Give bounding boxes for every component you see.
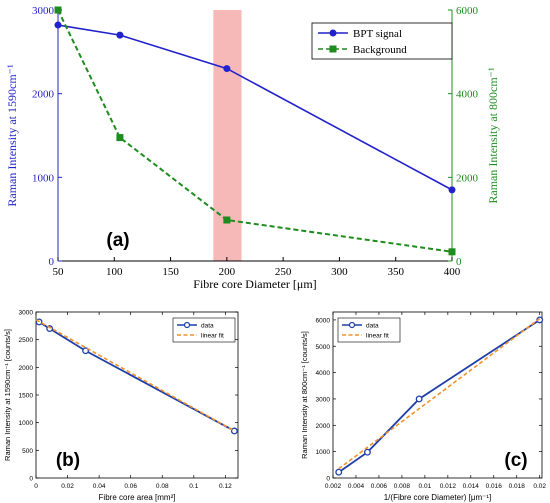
- y-tick-label: 6000: [316, 317, 331, 324]
- legend: data linear fit: [172, 317, 236, 343]
- x-tick-label: 100: [106, 266, 123, 278]
- data-point: [54, 6, 62, 14]
- x-tick-label: 0.006: [371, 483, 388, 490]
- x-tick-label: 0.016: [486, 483, 503, 490]
- y-tick-label: 0: [326, 476, 330, 483]
- x-tick-label: 300: [331, 266, 348, 278]
- data-point: [116, 31, 124, 39]
- x-tick-label: 0.014: [463, 483, 480, 490]
- y-tick-label: 2500: [19, 337, 34, 344]
- series-line-data: [338, 319, 541, 473]
- data-point: [364, 448, 371, 456]
- data-point: [415, 395, 423, 403]
- y-tick-label: 5000: [316, 344, 331, 351]
- y-left-tick-label: 0: [49, 256, 55, 268]
- legend: data linear fit: [337, 317, 401, 343]
- x-tick-label: 200: [219, 266, 236, 278]
- y-axis-right-label: Raman Intensity at 800cm⁻¹: [486, 67, 500, 204]
- legend-marker: [183, 321, 191, 329]
- chart-a: 50 100 150 200 250 300 350 40001000200030000200…: [5, 5, 500, 291]
- x-tick-label: 0.02: [533, 483, 546, 490]
- legend-box: [172, 317, 236, 343]
- x-axis-label: 1/(Fibre core Diameter) [μm⁻¹]: [384, 493, 492, 502]
- x-tick-label: 0.01: [419, 483, 432, 490]
- x-tick-label: 0.008: [394, 483, 411, 490]
- x-tick-label: 0.002: [325, 483, 342, 490]
- series-line-linear-fit: [35, 319, 235, 432]
- legend-label: data: [366, 323, 379, 330]
- y-tick-label: 0: [29, 476, 33, 483]
- x-tick-label: 50: [53, 266, 65, 278]
- series-line-linear-fit: [338, 317, 541, 470]
- x-tick-label: 0.012: [440, 483, 457, 490]
- series-line-bpt-signal: [57, 24, 453, 191]
- x-tick-label: 400: [444, 266, 461, 278]
- y-tick-label: 2000: [19, 365, 34, 372]
- y-left-tick-label: 1000: [32, 172, 55, 184]
- y-axis-label: Raman Intensity at 800cm⁻¹ [counts/s]: [300, 331, 309, 459]
- data-point: [223, 216, 231, 224]
- legend-label: Background: [353, 44, 407, 56]
- y-left-tick-label: 3000: [32, 5, 55, 17]
- legend-label: linear fit: [366, 333, 389, 340]
- y-left-tick-label: 2000: [32, 89, 55, 101]
- legend-marker: [348, 321, 356, 329]
- x-tick-label: 250: [275, 266, 292, 278]
- x-tick-label: 350: [387, 266, 404, 278]
- y-right-tick-label: 0: [456, 256, 462, 268]
- y-right-tick-label: 2000: [456, 172, 479, 184]
- y-tick-label: 1500: [19, 393, 34, 400]
- y-right-tick-label: 4000: [456, 89, 479, 101]
- data-point: [223, 65, 231, 73]
- data-point: [230, 427, 238, 435]
- data-point: [116, 134, 124, 142]
- panel-label-c: (c): [504, 450, 527, 471]
- x-tick-label: 0.004: [348, 483, 365, 490]
- legend-label: linear fit: [201, 333, 224, 340]
- y-tick-label: 2000: [316, 423, 331, 430]
- x-tick-label: 0.018: [509, 483, 526, 490]
- data-point: [82, 347, 90, 355]
- y-axis-label: Raman Intensity at 1590cm⁻¹ [counts/s]: [3, 329, 12, 461]
- x-tick-label: 0.04: [93, 483, 106, 490]
- y-tick-label: 3000: [316, 396, 331, 403]
- chart-b: 0 0.02 0.04 0.06 0.08 0.1 0.12 0 500 1000 1500 2000…: [3, 310, 239, 502]
- x-axis-label: Fibre core area [mm²]: [99, 493, 176, 502]
- panel-label-b: (b): [56, 450, 80, 471]
- chart-c: 0.002 0.004 0.006 0.008 0.01 0.012 0.014 0.016 0…: [300, 311, 546, 502]
- data-point: [335, 468, 343, 476]
- legend-box: [311, 22, 453, 60]
- data-point: [54, 21, 62, 29]
- y-tick-label: 1000: [316, 449, 331, 456]
- panel-label-a: (a): [106, 230, 129, 251]
- legend-label: data: [201, 323, 214, 330]
- series-line-background: [57, 9, 453, 253]
- legend-marker: [329, 29, 337, 37]
- x-axis-label: Fibre core Diameter [μm]: [193, 277, 316, 291]
- legend: BPT signal Background: [311, 22, 453, 60]
- y-tick-label: 1000: [19, 420, 34, 427]
- legend-label: BPT signal: [353, 28, 402, 40]
- x-tick-label: 0.06: [124, 483, 137, 490]
- y-tick-label: 4000: [316, 370, 331, 377]
- x-tick-label: 0.1: [189, 483, 198, 490]
- y-right-tick-label: 6000: [456, 5, 479, 17]
- y-tick-label: 3000: [19, 310, 34, 317]
- y-tick-label: 500: [22, 448, 33, 455]
- data-point: [448, 186, 456, 194]
- x-tick-label: 0: [34, 483, 38, 490]
- y-axis-left-label: Raman Intensity at 1590cm⁻¹: [5, 64, 19, 207]
- legend-box: [337, 317, 401, 343]
- x-tick-label: 0.02: [61, 483, 74, 490]
- x-tick-label: 150: [162, 266, 179, 278]
- x-tick-label: 0.12: [219, 483, 232, 490]
- x-tick-label: 0.08: [156, 483, 169, 490]
- data-point: [448, 248, 456, 256]
- legend-marker: [329, 45, 337, 53]
